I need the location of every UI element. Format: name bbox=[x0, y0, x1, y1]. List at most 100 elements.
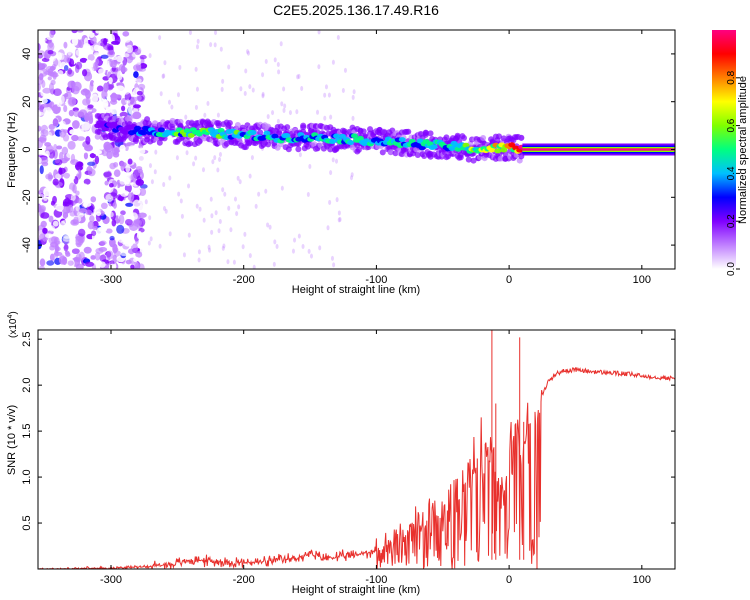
noise-cell bbox=[56, 145, 63, 150]
noise-cell bbox=[95, 58, 100, 65]
noise-cell bbox=[45, 109, 54, 115]
ridge-cell bbox=[494, 148, 502, 154]
noise-cell bbox=[137, 147, 146, 155]
svg-text:(x104): (x104) bbox=[7, 311, 19, 338]
noise-cell bbox=[79, 57, 88, 63]
ridge-cell bbox=[430, 144, 438, 150]
noise-cell bbox=[100, 41, 108, 47]
noise-cell bbox=[308, 164, 312, 170]
noise-cell bbox=[116, 224, 125, 234]
noise-cell bbox=[218, 218, 222, 224]
noise-cell bbox=[236, 175, 240, 181]
noise-cell bbox=[92, 149, 102, 155]
ridge-cell bbox=[414, 151, 421, 158]
noise-cell bbox=[111, 147, 120, 155]
noise-cell bbox=[62, 236, 72, 242]
noise-cell bbox=[48, 225, 55, 232]
noise-cell bbox=[127, 192, 135, 201]
noise-cell bbox=[99, 240, 107, 246]
noise-cell bbox=[47, 50, 54, 55]
noise-cell bbox=[116, 55, 124, 63]
ridge-cell bbox=[223, 140, 230, 147]
noise-cell bbox=[61, 219, 70, 225]
ridge-cell bbox=[276, 129, 283, 136]
ridge-cell bbox=[263, 130, 271, 136]
noise-cell bbox=[69, 129, 77, 135]
noise-cell bbox=[221, 187, 225, 193]
noise-cell bbox=[48, 123, 56, 131]
noise-cell bbox=[122, 31, 130, 37]
noise-cell bbox=[84, 144, 94, 152]
noise-cell bbox=[78, 208, 87, 213]
noise-cell bbox=[91, 30, 97, 34]
noise-cell bbox=[195, 44, 199, 50]
noise-cell bbox=[59, 128, 66, 138]
noise-cell bbox=[40, 129, 49, 137]
noise-cell bbox=[277, 69, 281, 75]
noise-cell bbox=[89, 215, 95, 223]
noise-cell bbox=[150, 179, 154, 185]
noise-cell bbox=[44, 233, 53, 239]
noise-cell bbox=[301, 243, 305, 249]
noise-cell bbox=[111, 219, 117, 227]
noise-cell bbox=[46, 260, 55, 266]
noise-cell bbox=[194, 104, 198, 110]
noise-cell bbox=[352, 89, 356, 95]
colorbar-tick: 0.8 bbox=[726, 70, 740, 85]
noise-cell bbox=[90, 196, 97, 203]
ridge-cell bbox=[462, 142, 470, 148]
noise-cell bbox=[293, 237, 297, 243]
noise-cell bbox=[291, 248, 295, 254]
noise-cell bbox=[223, 191, 227, 197]
noise-cell bbox=[329, 170, 333, 176]
noise-cell bbox=[132, 199, 141, 209]
noise-cell bbox=[61, 146, 69, 155]
noise-cell bbox=[38, 249, 43, 258]
noise-cell bbox=[98, 261, 106, 268]
noise-cell bbox=[132, 187, 141, 196]
noise-cell bbox=[218, 157, 222, 163]
noise-cell bbox=[38, 156, 42, 164]
noise-cell bbox=[119, 144, 126, 153]
noise-cell bbox=[148, 163, 152, 169]
noise-cell bbox=[317, 64, 321, 70]
noise-cell bbox=[70, 193, 76, 201]
noise-cell bbox=[117, 232, 125, 243]
noise-cell bbox=[123, 36, 131, 43]
noise-cell bbox=[147, 240, 151, 246]
noise-cell bbox=[261, 93, 265, 99]
noise-cell bbox=[252, 264, 256, 269]
svg-text:-300: -300 bbox=[100, 274, 122, 286]
noise-cell bbox=[295, 109, 299, 115]
noise-cell bbox=[266, 114, 270, 120]
x-tick: 100 bbox=[633, 30, 651, 286]
ridge-cell bbox=[118, 117, 125, 124]
noise-cell bbox=[38, 265, 45, 269]
noise-cell bbox=[161, 73, 165, 79]
noise-cell bbox=[332, 262, 336, 268]
svg-text:0.6: 0.6 bbox=[726, 118, 737, 132]
noise-cell bbox=[38, 70, 44, 75]
noise-cell bbox=[158, 243, 162, 249]
noise-cell bbox=[63, 172, 71, 179]
y-tick: -20 bbox=[21, 189, 675, 205]
noise-cell bbox=[182, 252, 186, 258]
ridge-cell bbox=[122, 129, 130, 135]
ridge-cell bbox=[283, 132, 291, 138]
x-tick: -100 bbox=[365, 30, 387, 286]
ridge-cell bbox=[443, 134, 450, 141]
noise-cell bbox=[135, 251, 143, 258]
noise-cell bbox=[107, 49, 116, 58]
noise-cell bbox=[122, 90, 130, 95]
svg-text:-20: -20 bbox=[21, 189, 33, 205]
noise-cell bbox=[187, 183, 191, 189]
noise-cell bbox=[94, 251, 101, 261]
noise-cell bbox=[331, 59, 335, 65]
svg-text:0.2: 0.2 bbox=[726, 214, 737, 228]
noise-cell bbox=[113, 169, 121, 178]
ridge-cell bbox=[387, 149, 394, 156]
noise-cell bbox=[106, 250, 114, 260]
noise-cell bbox=[329, 114, 333, 120]
noise-cell bbox=[65, 251, 71, 257]
ridge-cell bbox=[346, 128, 353, 135]
